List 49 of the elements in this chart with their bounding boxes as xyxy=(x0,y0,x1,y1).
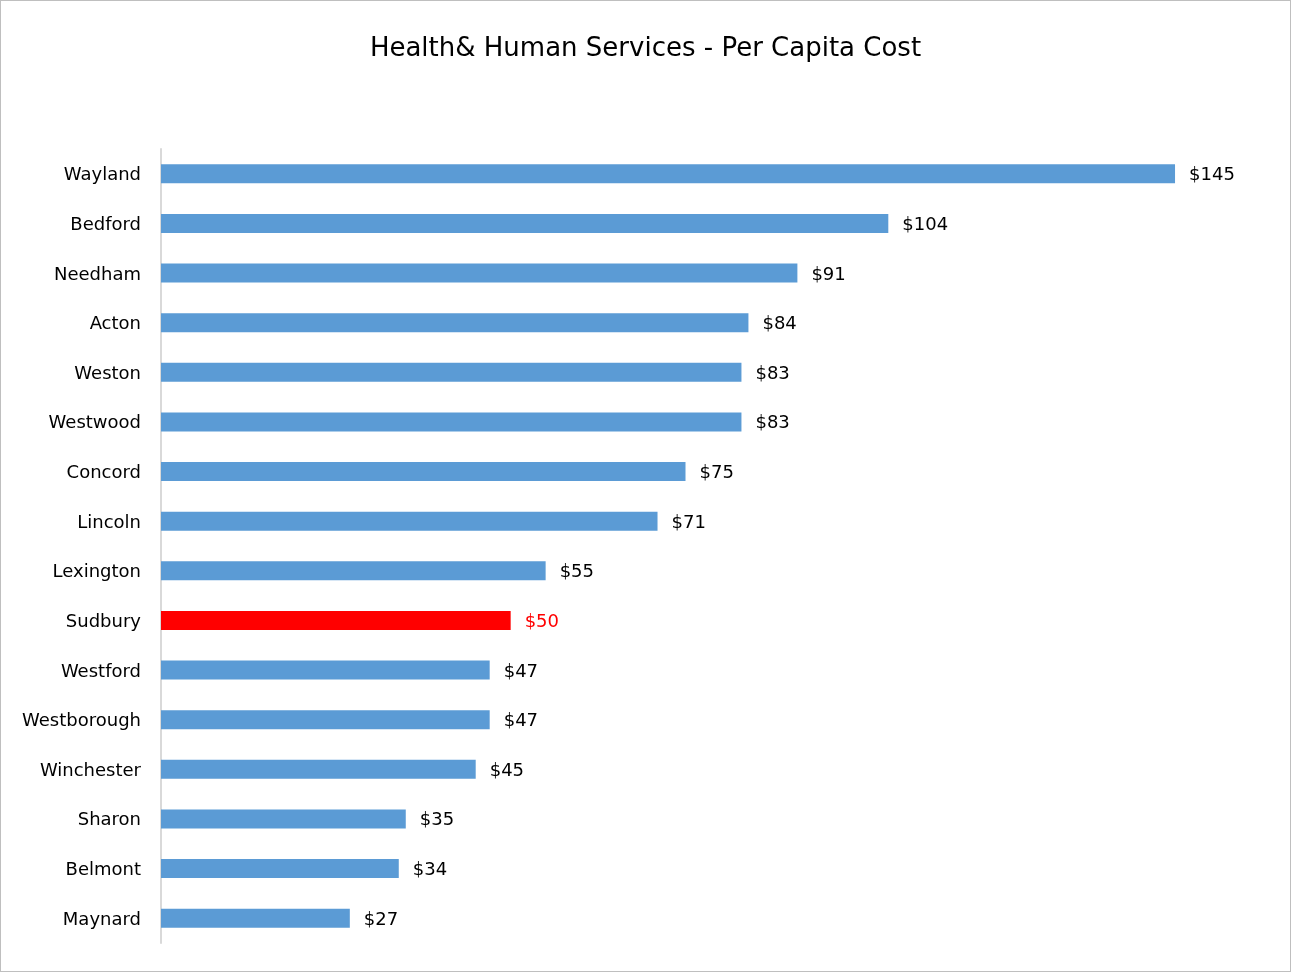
y-tick-label: Westford xyxy=(60,659,141,681)
y-tick-label: Lincoln xyxy=(77,510,141,532)
bar xyxy=(161,511,658,531)
data-label: $50 xyxy=(524,609,560,631)
data-label: $47 xyxy=(503,659,539,681)
data-label: $83 xyxy=(755,361,790,383)
y-tick-label: Acton xyxy=(89,312,141,334)
data-label: $104 xyxy=(902,212,949,234)
bar xyxy=(161,759,476,779)
data-label: $55 xyxy=(559,560,594,582)
bar xyxy=(161,908,350,928)
y-tick-label: Sudbury xyxy=(65,609,142,631)
y-tick-label: Maynard xyxy=(62,907,141,929)
data-label: $91 xyxy=(811,262,846,284)
bar xyxy=(161,362,742,382)
y-tick-label: Bedford xyxy=(70,212,141,234)
bar xyxy=(161,859,399,879)
chart-title: Health& Human Services - Per Capita Cost xyxy=(369,32,922,62)
y-tick-label: Sharon xyxy=(77,808,141,830)
bar xyxy=(161,809,406,829)
y-tick-label: Wayland xyxy=(63,163,141,185)
y-tick-label: Winchester xyxy=(39,758,142,780)
y-tick-label: Concord xyxy=(66,461,141,483)
bar xyxy=(161,610,511,630)
bar xyxy=(161,213,889,233)
data-label: $47 xyxy=(503,709,539,731)
data-label: $34 xyxy=(412,858,448,880)
data-label: $71 xyxy=(671,510,706,532)
y-tick-label: Belmont xyxy=(65,858,141,880)
y-tick-label: Needham xyxy=(53,262,141,284)
y-tick-label: Westborough xyxy=(22,709,141,731)
bar xyxy=(161,710,490,730)
bar xyxy=(161,660,490,680)
data-label: $83 xyxy=(755,411,790,433)
data-label: $27 xyxy=(363,907,399,929)
data-label: $35 xyxy=(419,808,455,830)
bar xyxy=(161,263,798,283)
data-label: $75 xyxy=(699,461,734,483)
y-tick-label: Weston xyxy=(74,361,141,383)
bar xyxy=(161,164,1176,184)
data-label: $84 xyxy=(762,312,797,334)
bar xyxy=(161,462,686,482)
data-label: $45 xyxy=(489,758,525,780)
y-tick-label: Westwood xyxy=(48,411,141,433)
bar xyxy=(161,561,546,581)
bar xyxy=(161,412,742,432)
data-label: $145 xyxy=(1189,163,1235,185)
bar xyxy=(161,313,749,333)
y-tick-label: Lexington xyxy=(52,560,141,582)
